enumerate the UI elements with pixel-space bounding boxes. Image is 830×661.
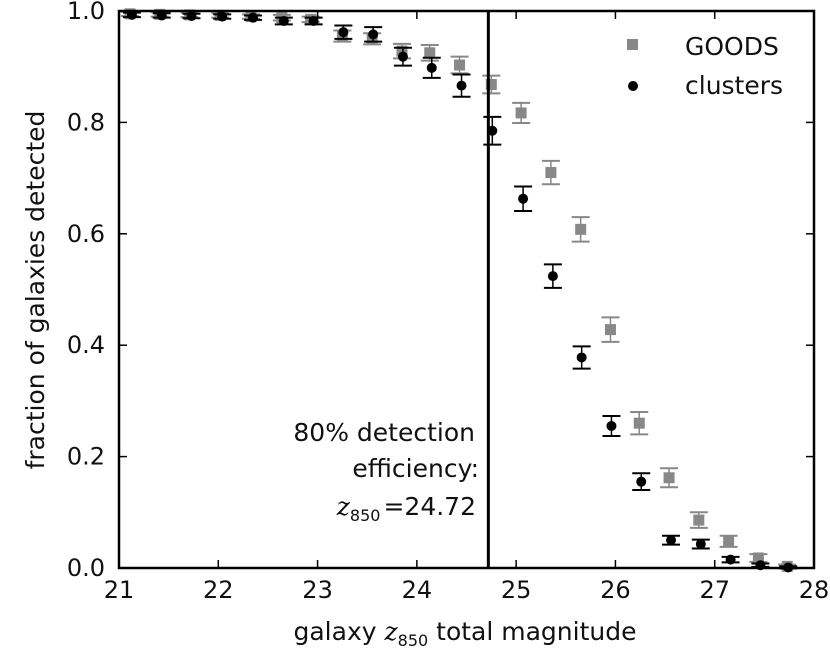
y-tick-label: 0.4 [67,331,105,359]
goods-point [575,223,587,235]
y-tick-label: 0.6 [67,220,105,248]
clusters-point [606,420,617,431]
x-axis-label-sub: 850 [398,631,429,650]
clusters-point [725,554,736,565]
x-tick-label: 26 [600,576,631,604]
goods-point [515,107,527,119]
annotation-sub: 850 [350,506,381,525]
annotation-value: =24.72 [383,492,476,521]
plot-frame [117,9,816,570]
goods-point [663,472,675,484]
annotation-line-3: z850 =24.72 [336,492,476,525]
legend-label-goods: GOODS [685,32,779,61]
x-tick-label: 23 [302,576,333,604]
annotation-z: z [336,492,351,521]
legend-marker-clusters [628,81,638,91]
x-axis-label: galaxy z850 total magnitude [293,617,636,650]
y-tick-label: 0.8 [67,108,105,136]
y-axis-label: fraction of galaxies detected [21,111,50,470]
clusters-point [186,11,197,22]
x-tick-label: 28 [799,576,830,604]
x-axis-label-var: z [383,617,398,646]
x-axis-label-post: total magnitude [428,617,636,646]
goods-point [454,59,466,71]
goods-point [752,552,764,564]
clusters-point [126,9,137,20]
x-tick-label: 25 [501,576,532,604]
x-tick-label: 27 [699,576,730,604]
goods-point [424,47,436,59]
annotation-line-2: efficiency: [352,454,479,483]
ticks-layer: 21 22 23 24 25 26 27 28 0.0 0.2 0.4 0.6 0.8 1.0 [67,0,829,604]
clusters-point [156,10,167,21]
legend-marker-goods [627,39,638,50]
clusters-point [368,29,379,40]
clusters-point [338,27,349,38]
x-axis-label-pre: galaxy [293,617,384,646]
goods-point [545,167,557,179]
goods-point [723,535,735,547]
clusters-point [308,16,319,27]
clusters-point [547,271,558,282]
clusters-point [426,62,437,73]
clusters-point [456,80,467,91]
legend: GOODS clusters [627,32,783,100]
annotation-line-1: 80% detection [293,418,475,447]
goods-point [693,514,705,526]
goods-point [604,324,616,336]
clusters-point [217,11,228,22]
clusters-point [518,193,529,204]
goods-point [485,79,497,91]
clusters-point [397,51,408,62]
clusters-point [248,12,259,23]
y-tick-label: 1.0 [67,0,105,25]
clusters-point [576,352,587,363]
clusters-point [695,539,706,550]
goods-point [633,417,645,429]
x-tick-label: 21 [104,576,135,604]
x-tick-label: 22 [203,576,234,604]
clusters-point [636,476,647,487]
y-tick-label: 0.0 [67,554,105,582]
goods-point [396,45,408,57]
clusters-point [278,16,289,27]
clusters-point [666,535,677,546]
series-layer [120,8,798,573]
x-tick-label: 24 [402,576,433,604]
legend-label-clusters: clusters [685,71,783,100]
y-tick-label: 0.2 [67,443,105,471]
